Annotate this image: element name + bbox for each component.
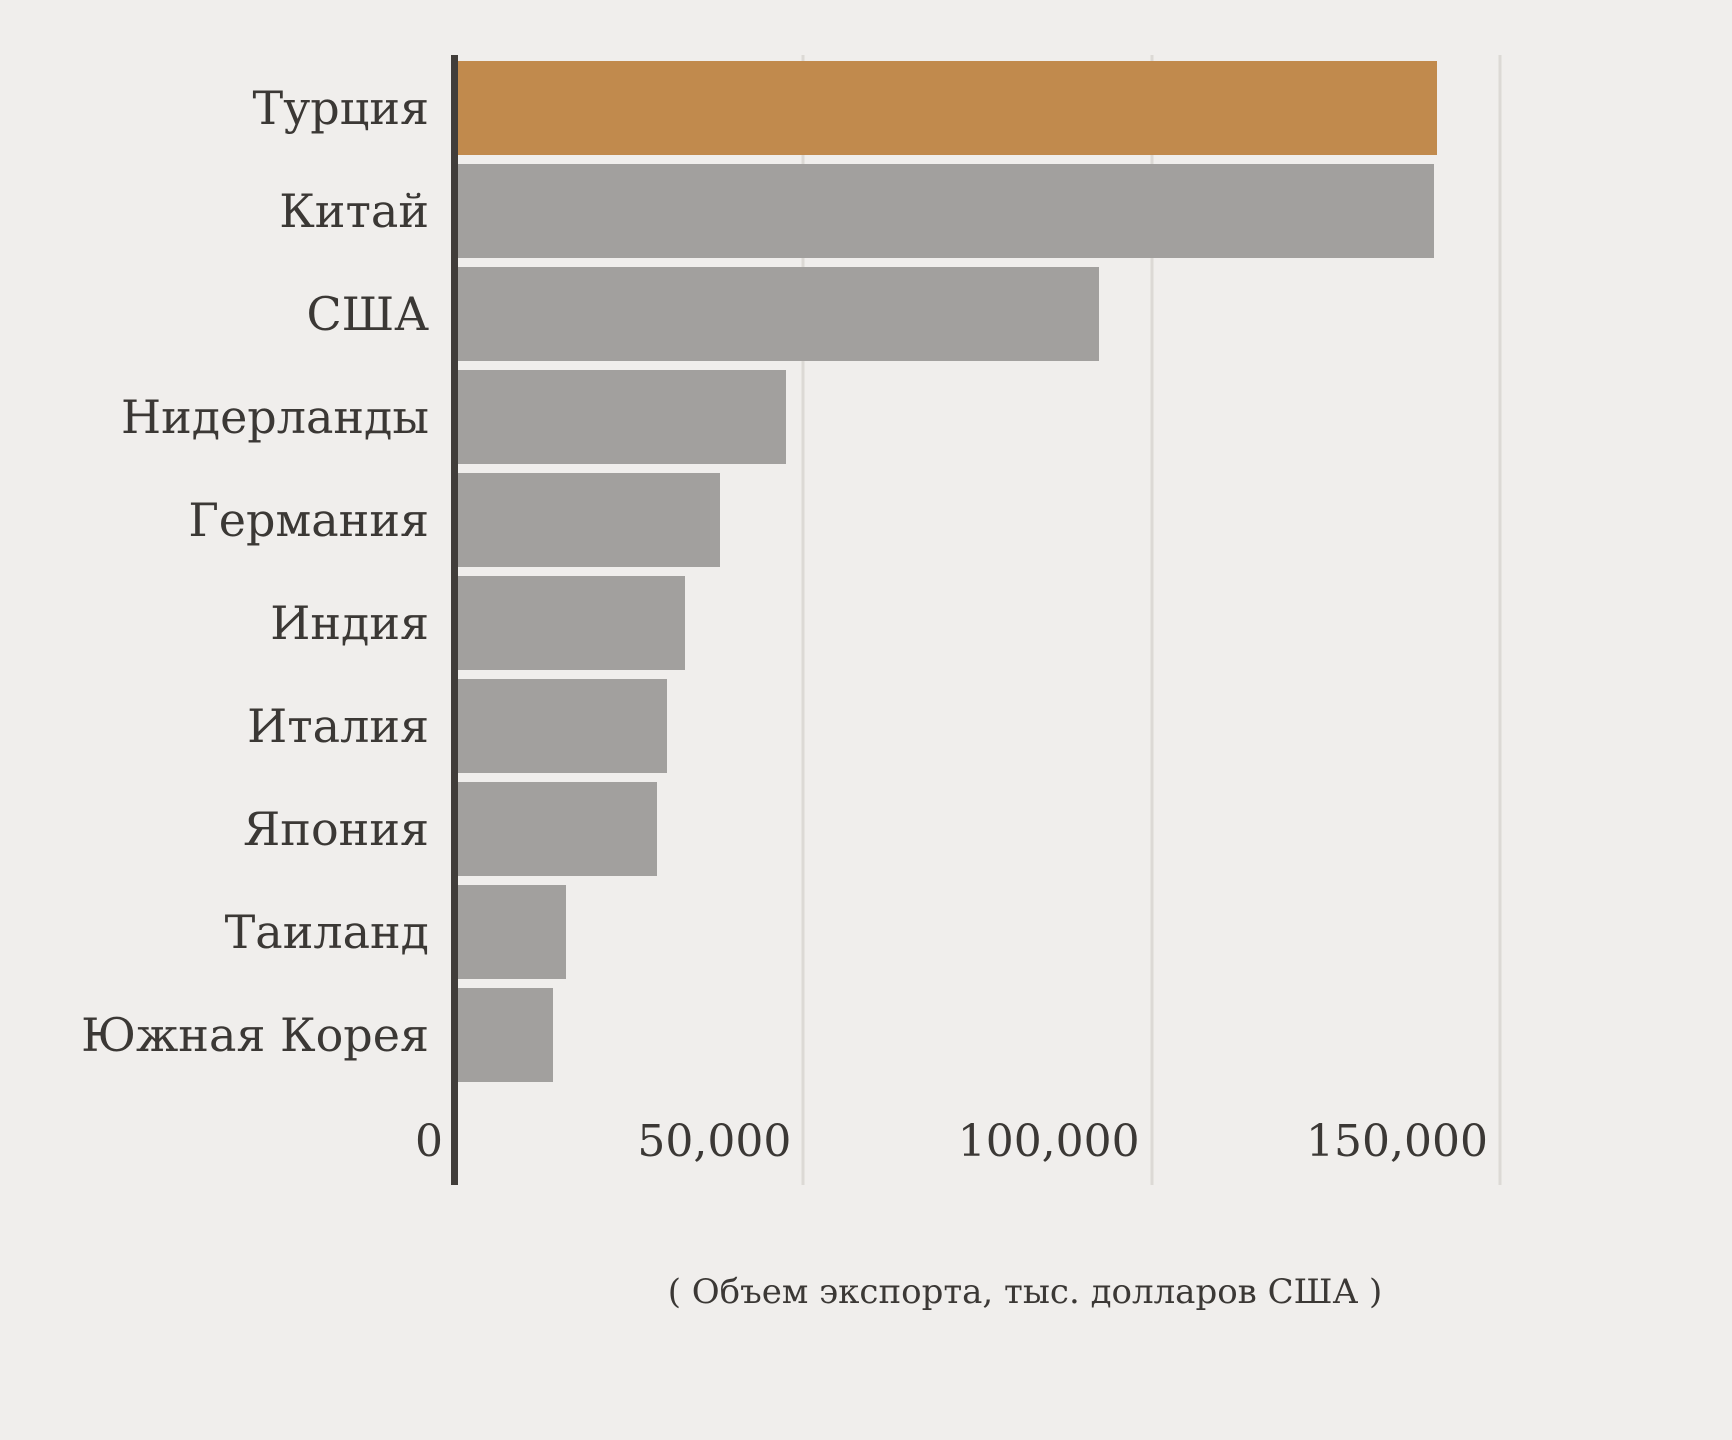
x-axis-ticks: 0 50,000 100,000 150,000	[415, 1112, 1500, 1172]
category-label: Таиланд	[224, 905, 429, 959]
bar-row: Южная Корея	[20, 988, 1500, 1082]
category-label: Индия	[270, 596, 429, 650]
bar-Турция	[455, 61, 1438, 155]
bar-Китай	[455, 164, 1434, 258]
bar-row: Германия	[20, 473, 1500, 567]
category-label: Германия	[188, 493, 429, 547]
bar-Германия	[455, 473, 720, 567]
bar-row: США	[20, 267, 1500, 361]
bar-track	[455, 164, 1500, 258]
bar-США	[455, 267, 1100, 361]
x-tick-label: 0	[415, 1116, 443, 1167]
gridline-100000	[1150, 55, 1154, 1185]
x-tick-label: 50,000	[637, 1116, 792, 1167]
bar-row: Нидерланды	[20, 370, 1500, 464]
bar-Индия	[455, 576, 685, 670]
category-label: Нидерланды	[120, 390, 429, 444]
gridline-50000	[801, 55, 805, 1185]
bar-Таиланд	[455, 885, 567, 979]
bar-track	[455, 61, 1500, 155]
x-tick-label: 100,000	[957, 1116, 1140, 1167]
bar-Япония	[455, 782, 658, 876]
bar-row: Индия	[20, 576, 1500, 670]
x-tick-label: 150,000	[1306, 1116, 1488, 1167]
bar-track	[455, 473, 1500, 567]
bar-Южная Корея	[455, 988, 553, 1082]
category-label: Турция	[252, 81, 429, 135]
bar-row: Турция	[20, 61, 1500, 155]
bar-row: Италия	[20, 679, 1500, 773]
bar-track	[455, 885, 1500, 979]
bar-track	[455, 782, 1500, 876]
category-label: Япония	[243, 802, 429, 856]
bar-track	[455, 576, 1500, 670]
plot-area	[455, 55, 1502, 1185]
gridline-150000	[1498, 55, 1502, 1185]
bar-track	[455, 988, 1500, 1082]
category-label: Италия	[247, 699, 429, 753]
category-label: Южная Корея	[81, 1008, 429, 1062]
bar-rows: Турция Китай США Нидерланды Германия Индия Ита…	[20, 61, 1500, 1082]
y-axis-line	[451, 55, 458, 1185]
x-axis-caption: ( Объем экспорта, тыс. долларов США )	[667, 1272, 1383, 1312]
category-label: Китай	[279, 184, 429, 238]
bar-row: Таиланд	[20, 885, 1500, 979]
category-label: США	[306, 287, 429, 341]
bar-Нидерланды	[455, 370, 786, 464]
bar-track	[455, 267, 1500, 361]
bar-row: Китай	[20, 164, 1500, 258]
bar-track	[455, 679, 1500, 773]
bar-Италия	[455, 679, 668, 773]
bar-track	[455, 370, 1500, 464]
bar-row: Япония	[20, 782, 1500, 876]
